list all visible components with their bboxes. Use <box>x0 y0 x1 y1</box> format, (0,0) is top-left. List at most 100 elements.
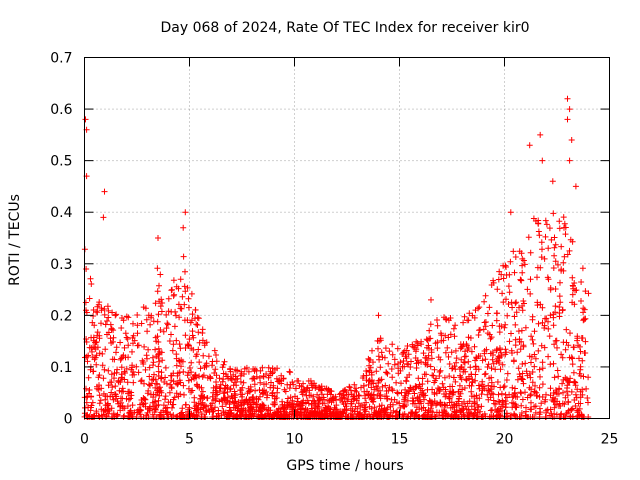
data-point <box>496 345 503 352</box>
data-point <box>112 391 119 398</box>
data-point <box>562 224 569 231</box>
data-point <box>118 364 125 371</box>
data-point <box>129 402 136 409</box>
axis-ticks <box>84 57 610 419</box>
data-point <box>456 393 463 400</box>
data-point <box>118 325 125 331</box>
data-point <box>534 264 541 271</box>
data-point <box>220 376 227 383</box>
data-point <box>560 259 567 266</box>
data-point <box>353 388 360 395</box>
data-point <box>141 380 147 387</box>
data-point <box>227 368 234 375</box>
data-point <box>171 291 178 298</box>
data-point <box>373 368 380 375</box>
data-point <box>576 343 583 350</box>
data-point <box>449 365 456 372</box>
data-point <box>205 353 212 360</box>
data-point <box>251 399 258 406</box>
data-point <box>140 395 147 401</box>
data-point <box>114 366 121 373</box>
data-point <box>197 395 204 402</box>
data-point <box>171 394 178 401</box>
data-point <box>538 400 545 407</box>
data-point <box>165 399 172 406</box>
data-point <box>196 339 203 346</box>
data-point <box>551 404 558 411</box>
data-point <box>539 157 546 164</box>
data-point <box>87 407 94 414</box>
data-point <box>410 386 417 393</box>
data-point <box>250 399 256 406</box>
data-point <box>235 399 242 405</box>
data-point <box>333 402 340 409</box>
data-point <box>272 401 278 408</box>
data-point <box>177 379 184 386</box>
data-point <box>170 277 177 284</box>
data-point <box>160 328 167 335</box>
data-point <box>88 281 95 287</box>
data-point <box>193 412 200 419</box>
data-point <box>196 373 203 380</box>
data-point <box>165 295 172 302</box>
data-point <box>520 257 527 264</box>
data-point <box>87 366 94 373</box>
data-point <box>460 319 467 326</box>
data-point <box>253 367 260 374</box>
data-point <box>469 376 476 383</box>
data-point <box>260 373 267 380</box>
data-point <box>390 407 397 414</box>
data-point <box>137 407 144 414</box>
data-point <box>142 366 149 373</box>
data-point <box>367 364 374 371</box>
data-point <box>504 370 511 377</box>
data-point <box>419 375 426 382</box>
data-point <box>470 412 477 418</box>
data-point <box>83 385 89 392</box>
data-point <box>438 332 445 339</box>
data-point <box>557 279 563 286</box>
data-point <box>215 407 222 414</box>
data-point <box>398 389 405 396</box>
data-point <box>188 345 195 352</box>
data-point <box>315 394 322 401</box>
data-point <box>572 183 579 190</box>
data-point <box>511 389 518 396</box>
data-point <box>162 408 169 415</box>
data-point <box>326 405 333 412</box>
data-point <box>308 392 314 399</box>
data-point <box>212 404 218 411</box>
data-point <box>442 402 449 409</box>
data-point <box>585 399 591 406</box>
data-point <box>508 330 514 337</box>
data-point <box>286 368 293 375</box>
data-point <box>532 355 539 362</box>
data-point <box>475 382 482 389</box>
data-point <box>468 382 475 389</box>
data-point <box>341 406 348 413</box>
data-point <box>228 393 235 399</box>
data-point <box>281 404 288 411</box>
data-point <box>434 317 440 323</box>
data-point <box>135 369 142 376</box>
data-point <box>137 378 144 385</box>
data-point <box>311 408 318 415</box>
data-point <box>484 310 491 317</box>
data-point <box>107 321 114 328</box>
data-point <box>231 394 238 401</box>
data-point <box>194 381 200 388</box>
data-point <box>95 412 102 419</box>
data-point <box>137 411 143 418</box>
data-point <box>404 343 411 349</box>
data-point <box>96 392 103 399</box>
data-point <box>425 342 432 349</box>
data-point <box>250 366 257 372</box>
data-point <box>484 391 491 398</box>
data-point <box>195 400 202 407</box>
data-point <box>406 371 413 378</box>
data-point <box>109 309 116 316</box>
data-point <box>304 407 311 414</box>
data-point <box>88 334 95 341</box>
data-point <box>191 399 198 406</box>
data-point <box>369 396 376 403</box>
